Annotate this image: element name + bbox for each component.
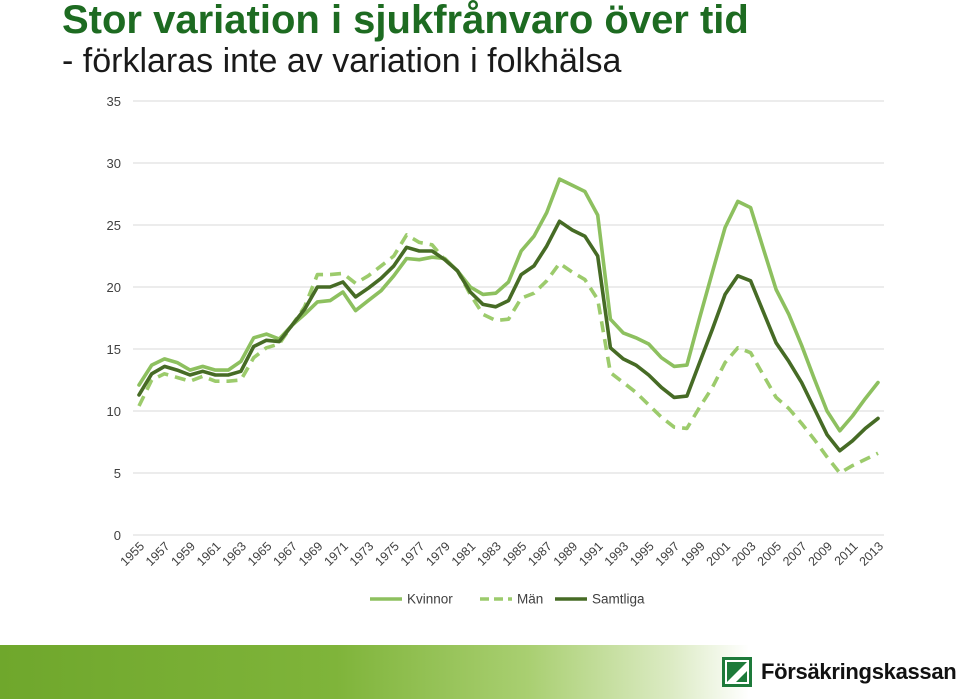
x-tick-label: 2007 [780,539,810,569]
x-tick-label: 1957 [143,539,173,569]
series-line-m-n [137,233,879,475]
series-line-samtliga [137,219,880,453]
x-tick-label: 1983 [474,539,504,569]
x-tick-label: 1971 [321,539,351,569]
x-tick-label: 1979 [423,539,453,569]
x-tick-label: 2009 [806,539,836,569]
x-tick-label: 1973 [347,539,377,569]
x-axis-tick-labels: 1955195719591961196319651967196919711973… [118,539,887,569]
x-tick-label: 1987 [525,539,555,569]
x-tick-label: 1991 [576,539,606,569]
x-tick-label: 1989 [551,539,581,569]
x-tick-label: 1999 [678,539,708,569]
x-tick-label: 1985 [500,539,530,569]
x-tick-label: 1993 [602,539,632,569]
y-tick-label: 5 [114,466,121,481]
y-tick-label: 15 [107,342,121,357]
x-tick-label: 1965 [245,539,275,569]
x-tick-label: 2013 [857,539,887,569]
y-tick-label: 30 [107,156,121,171]
x-tick-label: 1969 [296,539,326,569]
x-tick-label: 1955 [118,539,148,569]
x-tick-label: 1967 [270,539,300,569]
chart-legend: Kvinnor Män Samtliga [370,592,645,607]
x-tick-label: 1961 [194,539,224,569]
y-axis-tick-labels: 0 5 10 15 20 25 30 35 [107,94,121,543]
y-tick-label: 10 [107,404,121,419]
series-line-kvinnor [137,177,880,433]
x-tick-label: 2001 [704,539,734,569]
x-tick-label: 1995 [627,539,657,569]
forsakringskassan-logo-icon [722,657,752,687]
logo-text: Försäkringskassan [761,659,957,684]
y-tick-label: 35 [107,94,121,109]
legend-label: Kvinnor [407,592,453,607]
legend-label: Samtliga [592,592,645,607]
x-tick-label: 2005 [755,539,785,569]
chart-gridlines [133,100,884,536]
chart-series [137,177,880,475]
slide-title: Stor variation i sjukfrånvaro över tid [62,0,749,42]
x-tick-label: 2011 [832,539,861,568]
x-tick-label: 1981 [449,539,479,569]
x-tick-label: 1997 [653,539,683,569]
footer-gradient-band [0,645,960,699]
y-tick-label: 20 [107,280,121,295]
x-tick-label: 1975 [372,539,402,569]
legend-label: Män [517,592,543,607]
y-tick-label: 25 [107,218,121,233]
x-tick-label: 1963 [219,539,249,569]
x-tick-label: 1977 [398,539,428,569]
slide-subtitle: - förklaras inte av variation i folkhäls… [62,42,622,80]
brand-logo: Försäkringskassan [722,656,957,688]
x-tick-label: 2003 [729,539,759,569]
x-tick-label: 1959 [169,539,199,569]
y-tick-label: 0 [114,528,121,543]
